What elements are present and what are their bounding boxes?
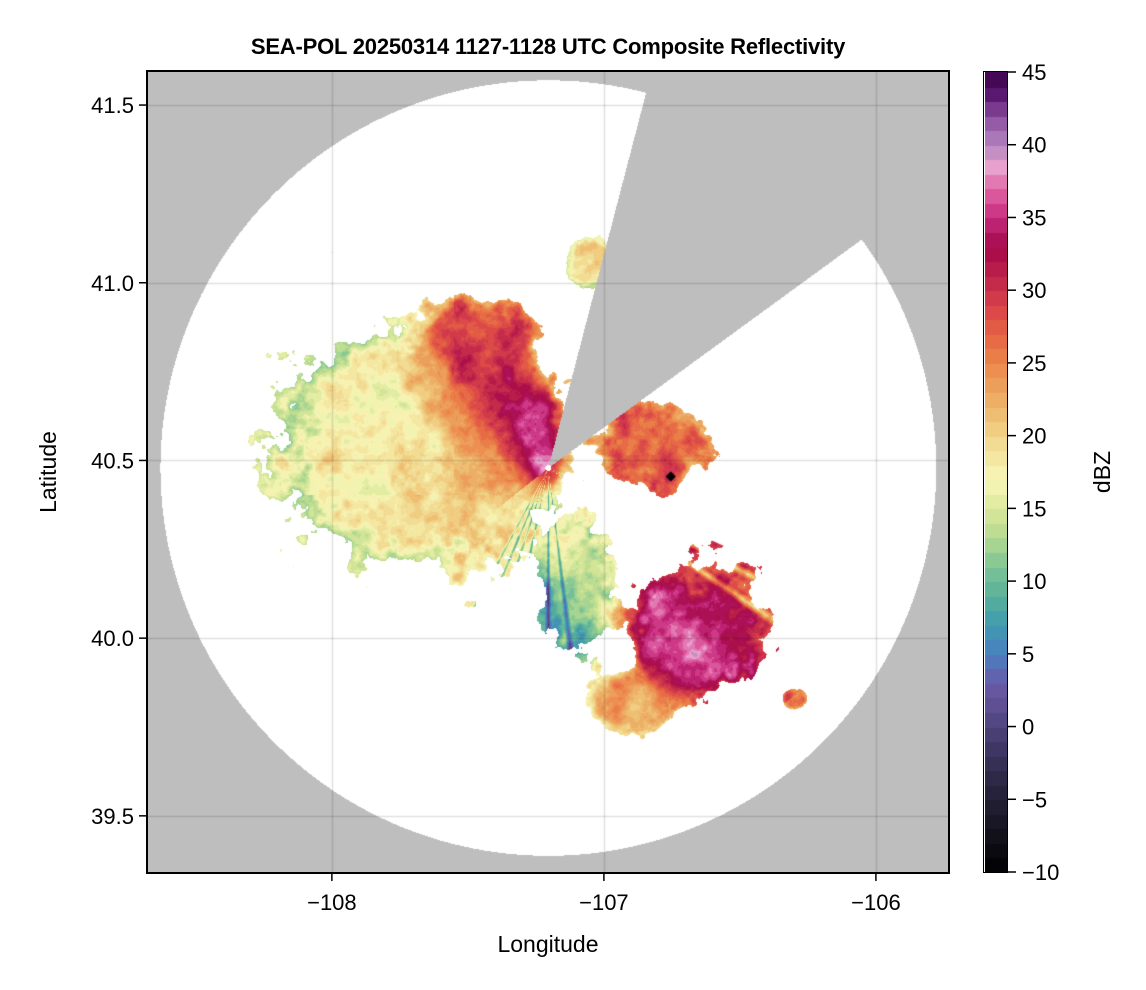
colorbar-tick-label: 30 <box>1022 278 1046 303</box>
colorbar-frame <box>983 71 1008 873</box>
colorbar-tick-label: 40 <box>1022 133 1046 158</box>
x-axis-label: Longitude <box>497 931 598 957</box>
x-axis: −108 −107 −106 <box>307 872 901 915</box>
y-axis-label: Latitude <box>35 431 61 513</box>
reflectivity-heatmap <box>148 72 948 872</box>
y-tick-label: 40.5 <box>91 448 134 473</box>
colorbar-tick-label: −10 <box>1022 860 1059 885</box>
colorbar <box>985 72 1007 872</box>
y-axis: 39.5 40.0 40.5 41.0 41.5 <box>91 93 148 829</box>
chart-title: SEA-POL 20250314 1127-1128 UTC Composite… <box>250 34 846 59</box>
colorbar-tick-label: 15 <box>1022 496 1046 521</box>
colorbar-axis: −10 −5 0 5 10 15 20 25 30 35 40 45 <box>1007 60 1059 885</box>
y-tick-label: 40.0 <box>91 626 134 651</box>
y-tick-label: 41.5 <box>91 93 134 118</box>
y-tick-label: 41.0 <box>91 271 134 296</box>
x-tick-label: −107 <box>579 890 629 915</box>
colorbar-tick-label: 5 <box>1022 642 1034 667</box>
colorbar-tick-label: 10 <box>1022 569 1046 594</box>
colorbar-tick-label: −5 <box>1022 787 1047 812</box>
colorbar-tick-label: 20 <box>1022 424 1046 449</box>
colorbar-tick-label: 0 <box>1022 715 1034 740</box>
colorbar-tick-label: 45 <box>1022 60 1046 85</box>
x-tick-label: −108 <box>307 890 357 915</box>
x-tick-label: −106 <box>851 890 901 915</box>
colorbar-tick-label: 35 <box>1022 205 1046 230</box>
y-tick-label: 39.5 <box>91 804 134 829</box>
colorbar-tick-label: 25 <box>1022 351 1046 376</box>
colorbar-label: dBZ <box>1089 451 1115 493</box>
plot-frame <box>146 70 950 874</box>
